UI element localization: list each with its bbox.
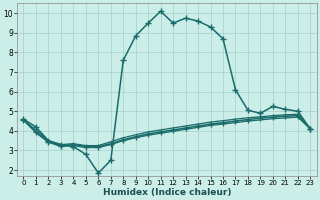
X-axis label: Humidex (Indice chaleur): Humidex (Indice chaleur) (103, 188, 231, 197)
